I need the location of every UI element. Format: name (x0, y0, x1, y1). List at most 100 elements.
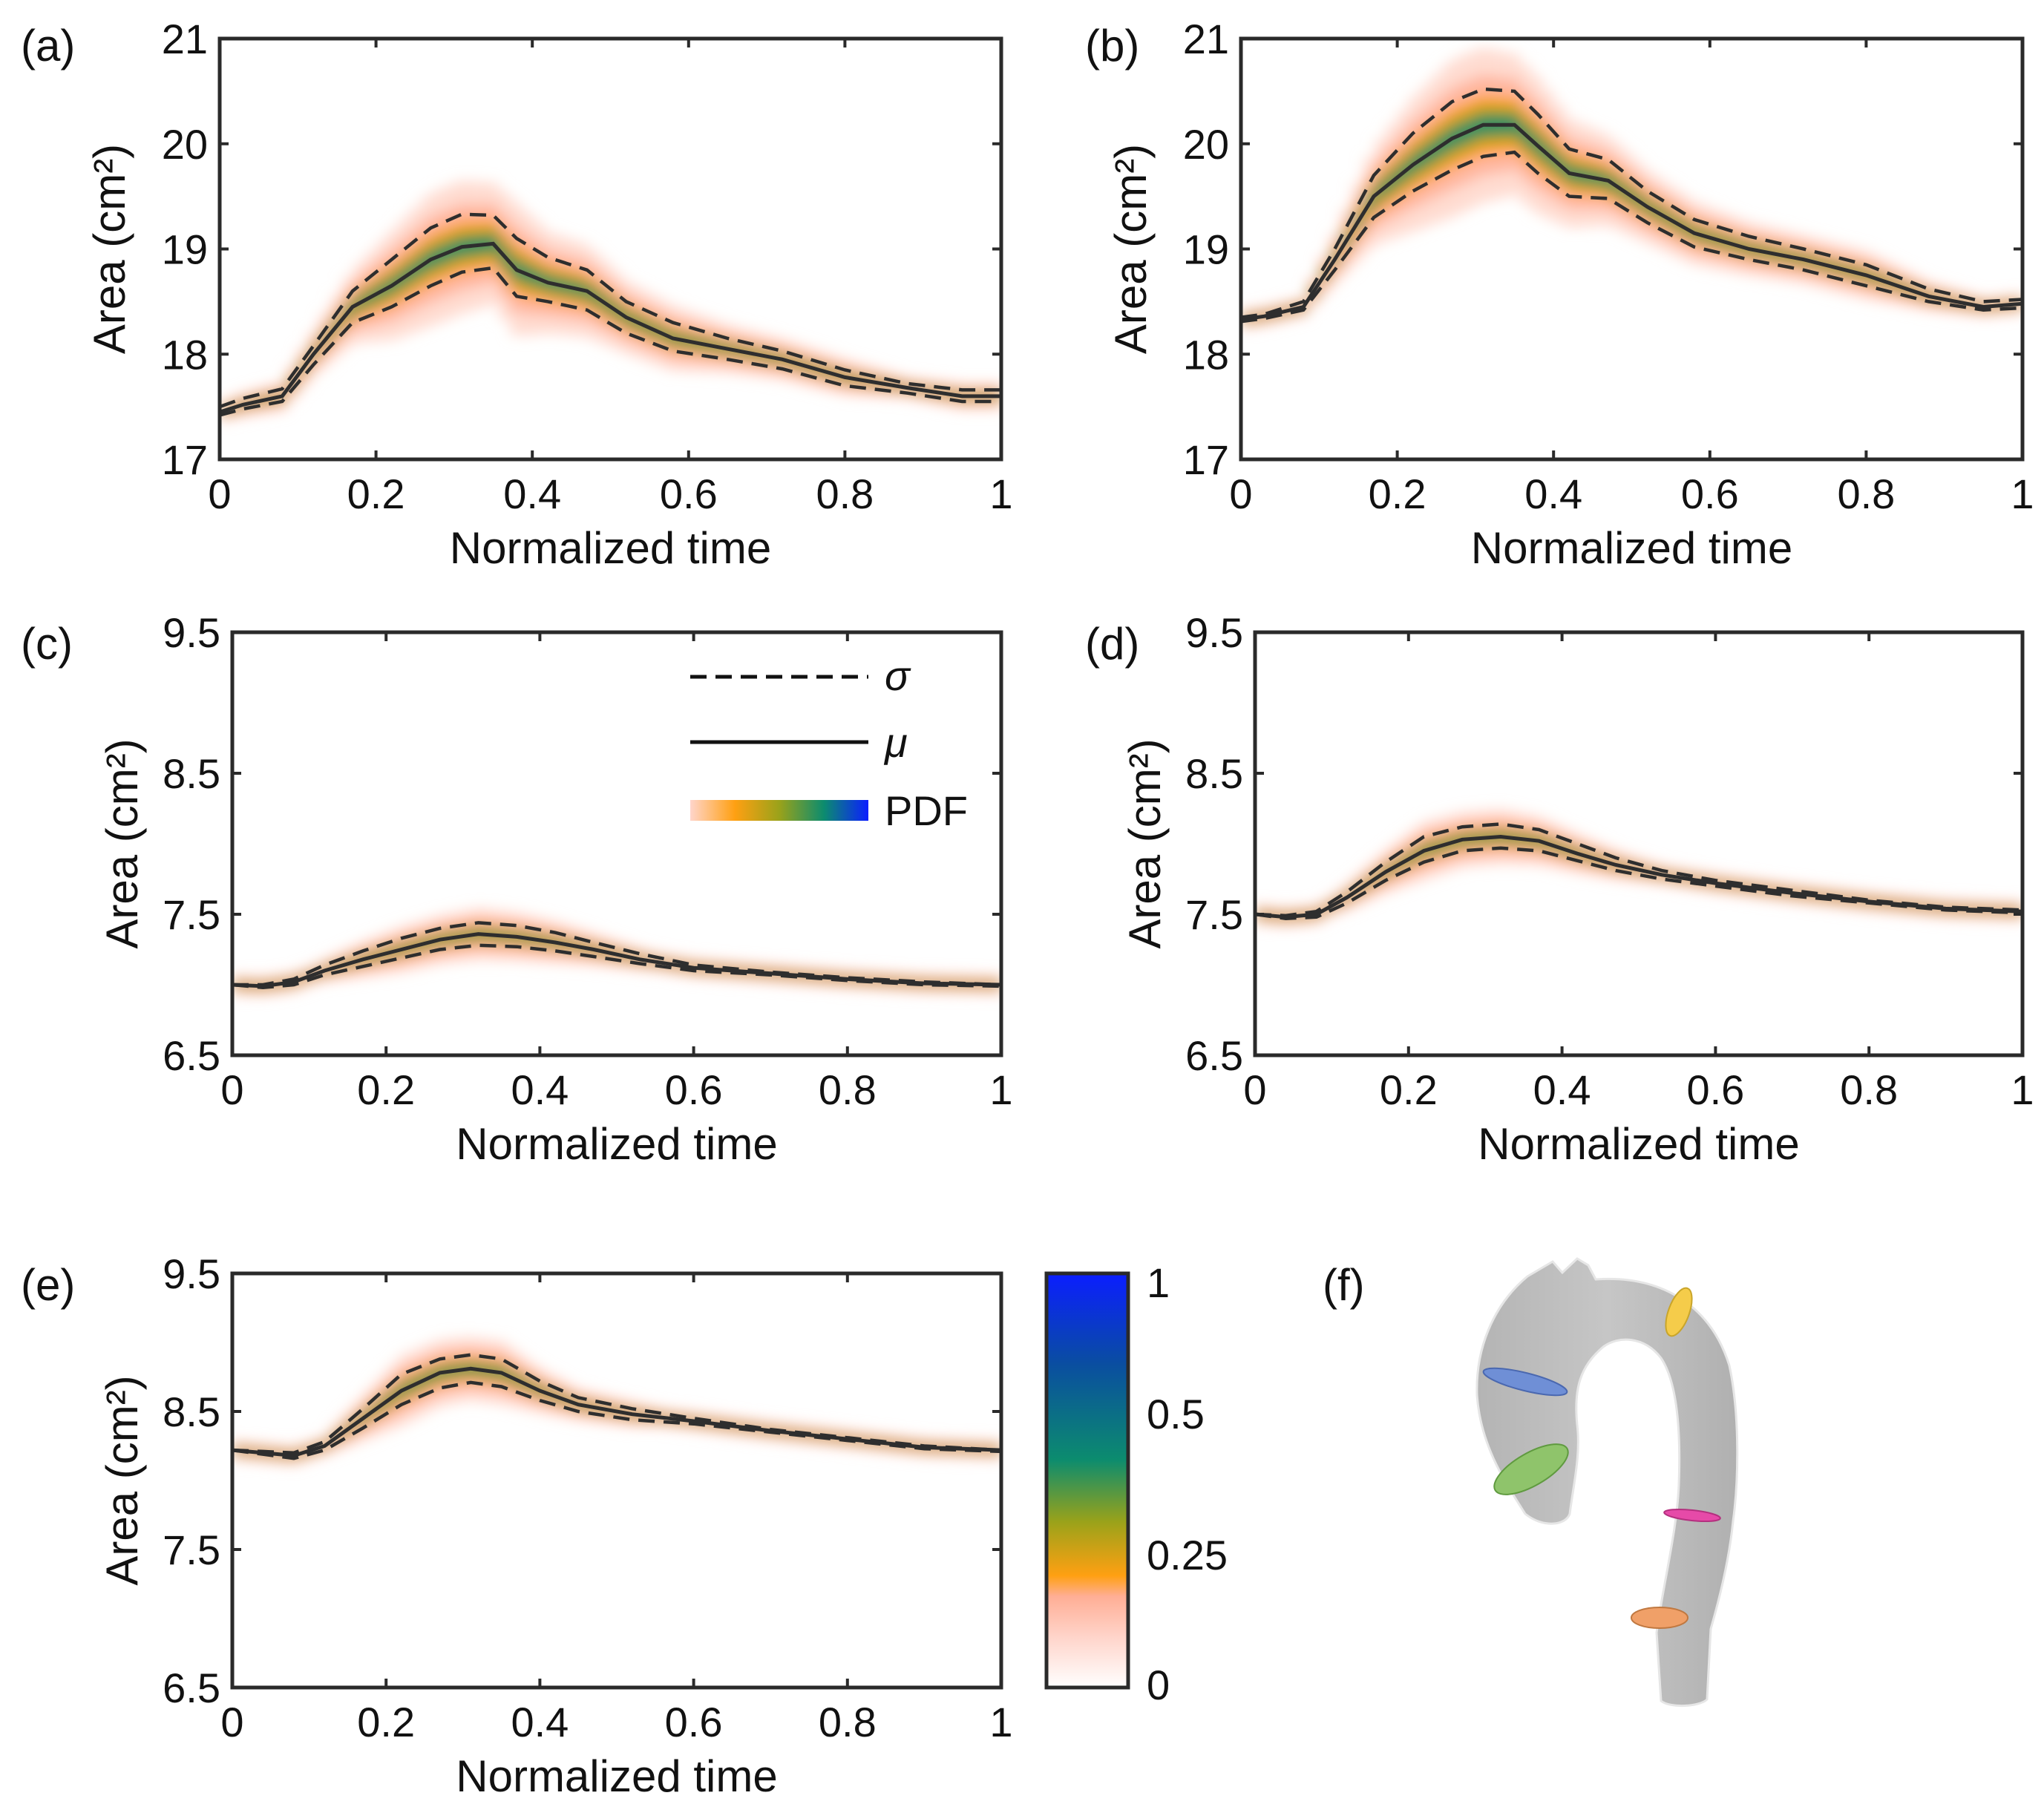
y-tick-label: 9.5 (1185, 609, 1243, 656)
x-axis-label: Normalized time (456, 1119, 777, 1169)
x-tick-label: 0.8 (819, 1066, 877, 1113)
pdf-band (1255, 809, 2022, 927)
colorbar-tick-0.5: 0.5 (1147, 1391, 1205, 1437)
x-tick-label: 0.2 (347, 470, 405, 517)
aorta-ring-green (1493, 1443, 1569, 1495)
y-tick-label: 21 (1183, 16, 1229, 62)
panel-d: 0 0.2 0.4 0.6 0.8 1 6.5 7.5 8.5 9.5 Normalized tim… (1085, 609, 2034, 1169)
colorbar-tick-0: 0 (1147, 1662, 1170, 1708)
plot-area (1255, 809, 2022, 927)
panel-label: (e) (21, 1260, 75, 1310)
panel-label: (b) (1085, 21, 1139, 70)
y-axis-label: Area (cm²) (1106, 144, 1156, 354)
mu-line (232, 1366, 1001, 1458)
plot-area (232, 1337, 1001, 1466)
mu-line (1241, 122, 2022, 321)
y-tick-label: 6.5 (1185, 1032, 1243, 1079)
x-tick-label: 1 (2011, 470, 2034, 517)
colorbar: 1 0.5 0.25 0 (1044, 1259, 1228, 1708)
legend-mu-label: μ (883, 719, 908, 766)
x-tick-label: 1 (2011, 1066, 2034, 1113)
y-axis-label: Area (cm²) (97, 738, 147, 948)
mu-line (232, 932, 1001, 988)
panel-label-f: (f) (1323, 1260, 1365, 1310)
pdf-band (1241, 48, 2022, 329)
y-tick-label: 8.5 (163, 750, 220, 797)
x-tick-label: 0.6 (1686, 1066, 1744, 1113)
x-tick-label: 0.6 (665, 1066, 723, 1113)
sigma-upper-line (1255, 822, 2022, 918)
panel-b: 0 0.2 0.4 0.6 0.8 1 17 18 19 20 21 Normalized time A… (1085, 16, 2034, 573)
x-tick-label: 0 (220, 1699, 243, 1745)
aorta-ring-blue (1482, 1367, 1568, 1397)
x-tick-label: 0.6 (665, 1699, 723, 1745)
panel-e: 0 0.2 0.4 0.6 0.8 1 6.5 7.5 8.5 9.5 Normalized tim… (21, 1250, 1013, 1801)
x-axis-label: Normalized time (1478, 1119, 1799, 1169)
y-axis-label: Area (cm²) (85, 144, 134, 354)
y-tick-label: 7.5 (163, 1526, 220, 1573)
sigma-lower-line (220, 266, 1001, 417)
x-tick-label: 0.4 (1524, 470, 1582, 517)
y-tick-label: 20 (162, 121, 208, 168)
panel-label: (c) (21, 619, 73, 669)
x-tick-label: 0.8 (819, 1699, 877, 1745)
panel-a: 0 0.2 0.4 0.6 0.8 1 17 18 19 20 21 Normalized time A… (21, 16, 1013, 573)
colorbar-gradient (1044, 1271, 1130, 1690)
legend-sigma-label: σ (885, 652, 911, 699)
x-tick-label: 0.4 (511, 1699, 569, 1745)
y-tick-label: 9.5 (163, 1250, 220, 1297)
y-tick-label: 18 (162, 331, 208, 378)
x-tick-label: 1 (989, 1066, 1012, 1113)
y-tick-label: 19 (1183, 226, 1229, 273)
panel-label: (d) (1085, 619, 1139, 669)
y-tick-label: 21 (162, 16, 208, 62)
x-tick-label: 1 (989, 1699, 1012, 1745)
x-tick-label: 0.8 (816, 470, 874, 517)
sigma-upper-line (1241, 87, 2022, 319)
x-tick-label: 0.6 (1681, 470, 1739, 517)
aorta-diagram: (f) (1323, 1257, 1739, 1708)
aorta-ring-pink (1663, 1508, 1721, 1523)
x-tick-label: 0.2 (357, 1066, 415, 1113)
panels: 0 0.2 0.4 0.6 0.8 1 17 18 19 20 21 Normalized time A… (21, 16, 2034, 1801)
x-tick-label: 0 (220, 1066, 243, 1113)
x-tick-label: 0.2 (1369, 470, 1426, 517)
x-tick-label: 0 (208, 470, 231, 517)
plot-area (1241, 48, 2022, 329)
y-tick-label: 18 (1183, 331, 1229, 378)
panel-c: 0 0.2 0.4 0.6 0.8 1 6.5 7.5 8.5 9.5 Normalized tim… (21, 609, 1013, 1169)
y-tick-label: 8.5 (1185, 750, 1243, 797)
mu-line (1255, 834, 2022, 919)
y-tick-label: 20 (1183, 121, 1229, 168)
y-tick-label: 17 (1183, 436, 1229, 483)
plot-frame (230, 1271, 1003, 1690)
x-tick-label: 0.4 (503, 470, 561, 517)
y-axis-label: Area (cm²) (1120, 738, 1170, 948)
x-tick-label: 0.6 (660, 470, 718, 517)
y-tick-label: 8.5 (163, 1388, 220, 1435)
legend: σ μ PDF (690, 652, 968, 834)
y-tick-label: 17 (162, 436, 208, 483)
x-tick-label: 0.4 (511, 1066, 569, 1113)
legend-pdf-label: PDF (885, 787, 968, 834)
x-tick-label: 0 (1229, 470, 1252, 517)
x-tick-label: 0 (1243, 1066, 1266, 1113)
plot-area (220, 181, 1001, 421)
x-tick-label: 0.2 (357, 1699, 415, 1745)
x-tick-label: 0.8 (1837, 470, 1895, 517)
x-axis-label: Normalized time (1471, 523, 1792, 573)
plot-area (232, 908, 1001, 996)
aorta-ring-yellow (1665, 1287, 1693, 1337)
y-axis-label: Area (cm²) (97, 1375, 147, 1585)
y-tick-label: 9.5 (163, 609, 220, 656)
sigma-lower-line (1255, 846, 2022, 920)
sigma-upper-line (220, 212, 1001, 409)
x-tick-label: 0.4 (1533, 1066, 1591, 1113)
mu-line (220, 241, 1001, 414)
colorbar-tick-0.25: 0.25 (1147, 1532, 1228, 1578)
y-tick-label: 6.5 (163, 1665, 220, 1711)
colorbar-tick-1: 1 (1147, 1259, 1170, 1306)
y-tick-label: 19 (162, 226, 208, 273)
x-tick-label: 0.8 (1840, 1066, 1898, 1113)
